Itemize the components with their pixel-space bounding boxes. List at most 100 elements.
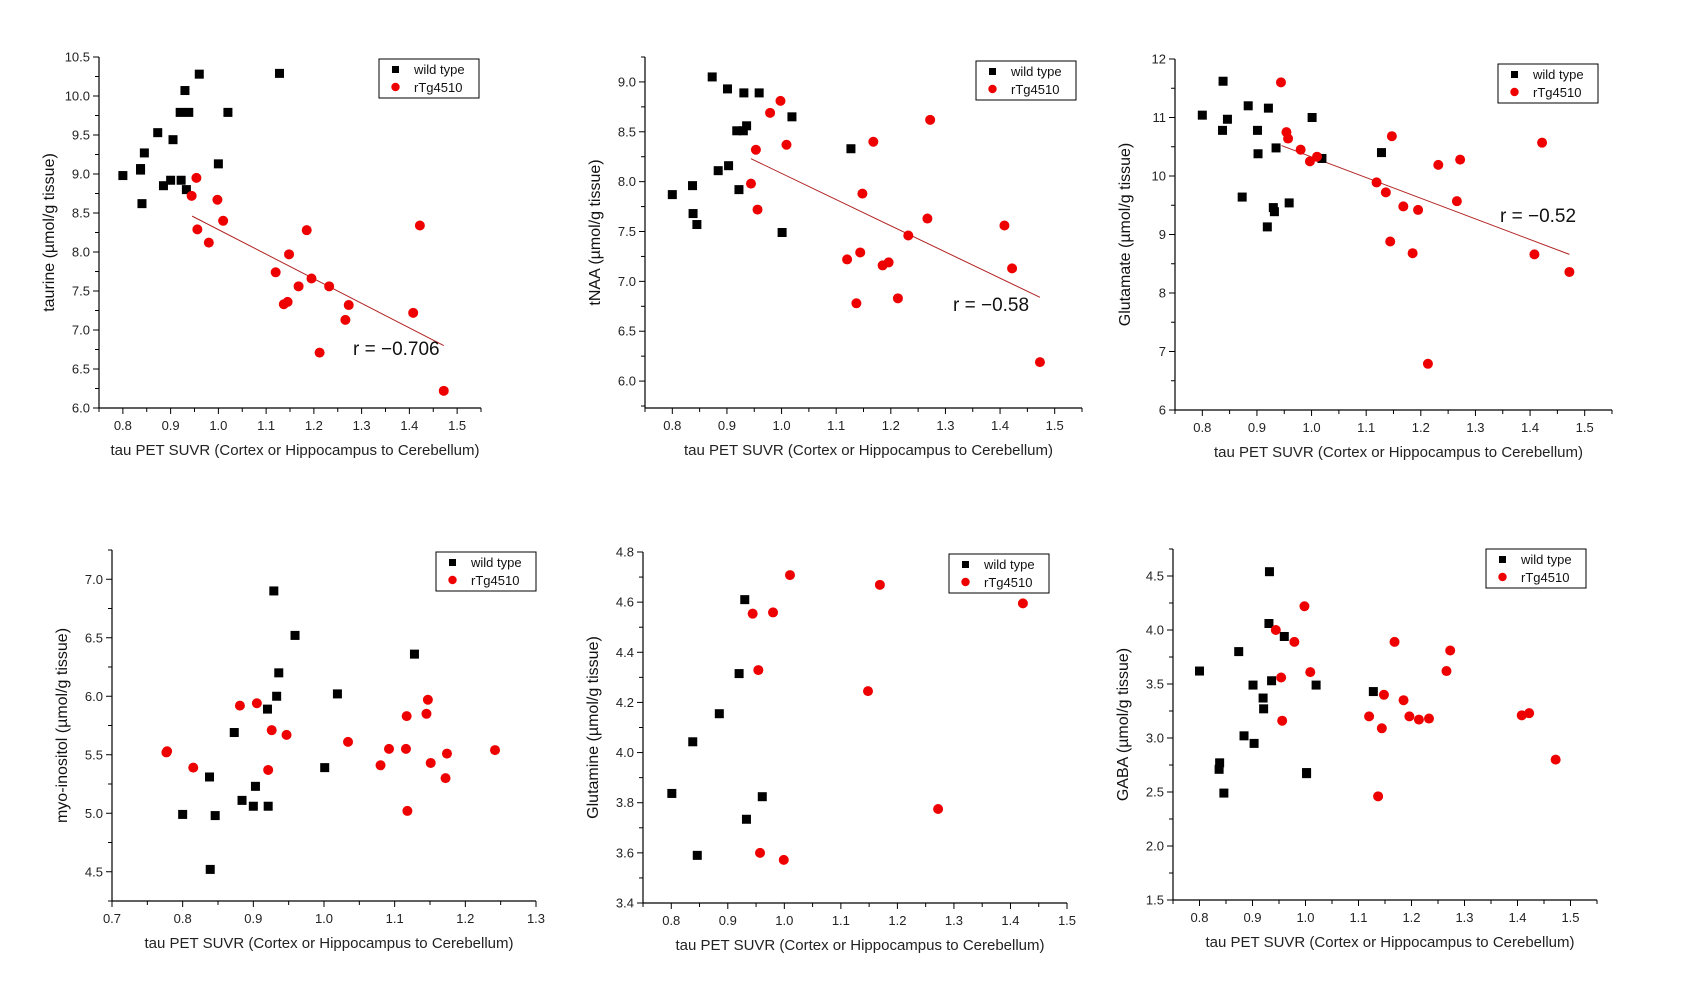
legend-square-marker — [989, 68, 996, 75]
data-point-rtg4510 — [401, 711, 412, 722]
data-point-wild-type — [1252, 125, 1262, 135]
chart-panel-5: 0.8 0.9 1.0 1.1 1.2 1.3 1.4 1.5 3.4 3.6 3.8 4.0 4.2 4… — [585, 545, 1076, 955]
y-tick-label: 10 — [1152, 169, 1166, 184]
data-point-wild-type — [1311, 680, 1321, 690]
x-tick-label: 0.7 — [103, 911, 121, 926]
regression-line — [1281, 145, 1570, 255]
data-point-rtg4510 — [384, 743, 395, 754]
x-tick-label: 0.9 — [1248, 420, 1266, 435]
x-tick-label: 0.9 — [718, 418, 736, 433]
regression-line — [191, 215, 444, 347]
data-point-wild-type — [1368, 687, 1378, 697]
x-tick-label: 1.2 — [456, 911, 474, 926]
correlation-annotation: r = −0.52 — [1500, 206, 1576, 227]
y-axis-title: taurine (µmol/g tissue) — [41, 153, 58, 312]
data-point-rtg4510 — [752, 204, 763, 215]
correlation-annotation: r = −0.58 — [953, 295, 1029, 316]
data-point-rtg4510 — [892, 293, 903, 304]
x-tick-label: 1.1 — [1349, 910, 1367, 925]
data-point-rtg4510 — [1312, 151, 1323, 162]
data-point-wild-type — [166, 175, 176, 185]
legend-label-rtg4510: rTg4510 — [1011, 82, 1059, 97]
data-point-rtg4510 — [1433, 159, 1444, 170]
x-tick-label: 1.4 — [991, 418, 1009, 433]
y-tick-label: 4.0 — [1146, 623, 1164, 638]
data-point-wild-type — [263, 801, 273, 811]
x-tick-label: 1.5 — [448, 418, 466, 433]
legend-box — [948, 553, 1050, 594]
y-tick-label: 10.0 — [65, 89, 90, 104]
data-point-rtg4510 — [1295, 144, 1306, 155]
data-point-wild-type — [740, 595, 750, 605]
data-point-rtg4510 — [775, 95, 786, 106]
data-point-rtg4510 — [490, 745, 501, 756]
data-point-wild-type — [688, 181, 698, 191]
data-point-wild-type — [1262, 222, 1272, 232]
data-point-rtg4510 — [1275, 77, 1286, 88]
data-point-rtg4510 — [1398, 695, 1409, 706]
x-tick-label: 1.5 — [1561, 910, 1579, 925]
data-point-wild-type — [274, 668, 284, 678]
y-tick-label: 7.0 — [618, 274, 636, 289]
y-tick-label: 4.5 — [85, 864, 103, 879]
data-point-wild-type — [741, 814, 751, 824]
data-point-wild-type — [181, 185, 191, 195]
data-point-wild-type — [1195, 666, 1204, 676]
data-point-rtg4510 — [1385, 236, 1396, 247]
data-point-rtg4510 — [414, 220, 425, 231]
x-tick-label: 0.9 — [244, 911, 262, 926]
data-point-wild-type — [1376, 148, 1386, 158]
x-tick-label: 1.2 — [882, 418, 900, 433]
data-point-wild-type — [1215, 758, 1225, 768]
data-point-rtg4510 — [1371, 177, 1382, 188]
y-tick-label: 3.5 — [1146, 677, 1164, 692]
data-point-rtg4510 — [1304, 156, 1315, 167]
series-wild-type — [178, 586, 419, 874]
y-tick-label: 1.5 — [1146, 893, 1164, 908]
data-point-rtg4510 — [1376, 723, 1387, 734]
y-tick-label: 4.4 — [616, 645, 634, 660]
data-point-wild-type — [118, 171, 128, 181]
data-point-wild-type — [846, 144, 856, 154]
data-point-wild-type — [1219, 788, 1229, 798]
data-point-rtg4510 — [883, 257, 894, 268]
data-point-rtg4510 — [340, 314, 351, 325]
data-point-wild-type — [1317, 153, 1327, 163]
data-point-wild-type — [1243, 101, 1253, 111]
data-point-rtg4510 — [270, 267, 281, 278]
legend-box — [1497, 63, 1599, 104]
data-point-rtg4510 — [438, 385, 449, 396]
x-axis-title: tau PET SUVR (Cortex or Hippocampus to C… — [684, 442, 1053, 459]
data-point-rtg4510 — [421, 708, 432, 719]
data-point-rtg4510 — [1305, 667, 1316, 678]
chart-panel-1: 0.8 0.9 1.0 1.1 1.2 1.3 1.4 1.5 6.0 6.5 7.0 7.5 8.0 8… — [41, 50, 482, 459]
y-axis-title: GABA (µmol/g tissue) — [1115, 648, 1132, 801]
data-point-wild-type — [136, 165, 146, 175]
legend: wild type rTg4510 — [378, 58, 480, 99]
data-point-rtg4510 — [1386, 131, 1397, 142]
y-tick-label: 3.8 — [616, 795, 634, 810]
y-tick-label: 6.0 — [72, 401, 90, 416]
data-point-rtg4510 — [440, 773, 451, 784]
legend-label-wild-type: wild type — [1010, 64, 1062, 79]
correlation-annotation: r = −0.706 — [353, 339, 440, 360]
legend-box — [975, 60, 1077, 101]
data-point-rtg4510 — [212, 194, 223, 205]
data-point-rtg4510 — [1007, 263, 1018, 274]
data-point-wild-type — [137, 199, 147, 209]
legend-label-rtg4510: rTg4510 — [1533, 85, 1581, 100]
data-point-rtg4510 — [1299, 601, 1310, 612]
data-point-rtg4510 — [753, 665, 764, 676]
data-point-wild-type — [262, 704, 272, 714]
data-point-rtg4510 — [1283, 133, 1294, 144]
data-point-rtg4510 — [933, 803, 944, 814]
y-tick-label: 6.0 — [618, 374, 636, 389]
data-point-rtg4510 — [999, 220, 1010, 231]
y-tick-label: 9.5 — [72, 128, 90, 143]
data-point-rtg4510 — [281, 729, 292, 740]
data-point-wild-type — [688, 737, 698, 747]
y-axis-title: tNAA (µmol/g tissue) — [587, 159, 604, 305]
x-tick-label: 1.3 — [936, 418, 954, 433]
x-axis-title: tau PET SUVR (Cortex or Hippocampus to C… — [144, 935, 513, 952]
x-tick-label: 0.8 — [663, 418, 681, 433]
